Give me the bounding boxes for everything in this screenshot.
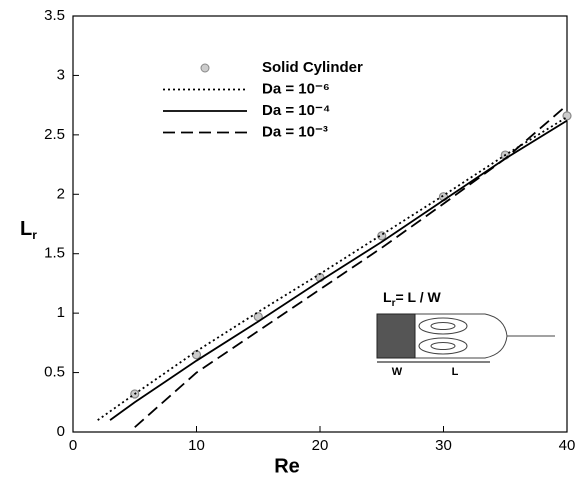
data-line [134,104,568,428]
y-axis-label-main: L [20,218,32,240]
inset-formula: Lr= L / W [383,289,442,309]
legend-label: Da = 10⁻³ [262,123,328,140]
vortex [430,342,456,350]
y-tick-label: 0 [57,423,65,440]
vortex [418,337,468,355]
y-tick-label: 2 [57,185,65,202]
x-tick-label: 0 [69,437,77,454]
x-tick-label: 10 [188,437,205,454]
y-axis-label-sub: r [32,228,37,242]
y-tick-label: 3.5 [44,7,65,24]
y-tick-label: 0.5 [44,364,65,381]
legend-label: Solid Cylinder [262,59,363,76]
x-tick-label: 30 [435,437,452,454]
data-line [109,119,568,421]
vortex [418,317,468,335]
plot-frame [72,15,568,433]
legend-label: Da = 10⁻⁶ [262,80,330,97]
y-axis-label: Lr [20,218,37,242]
x-axis-label: Re [274,455,300,477]
legend-label: Da = 10⁻⁴ [262,102,330,119]
cylinder-block [376,313,416,359]
inset-w-label: W [392,366,403,378]
wake-outline [414,313,508,359]
x-tick-label: 40 [559,437,576,454]
y-tick-label: 1 [57,304,65,321]
x-tick-label: 20 [312,437,329,454]
inset-formula-sub: r [392,298,396,309]
y-tick-label: 3 [57,66,65,83]
inset-l-label: L [452,366,459,378]
inset-diagram: Lr= L / W W L [376,289,555,378]
y-tick-label: 1.5 [44,245,65,262]
inset-formula-rest: = L / W [395,289,441,305]
data-line [97,116,568,421]
legend-marker [200,63,210,73]
y-tick-label: 2.5 [44,126,65,143]
vortex [430,322,456,330]
inset-formula-main: L [383,289,392,305]
